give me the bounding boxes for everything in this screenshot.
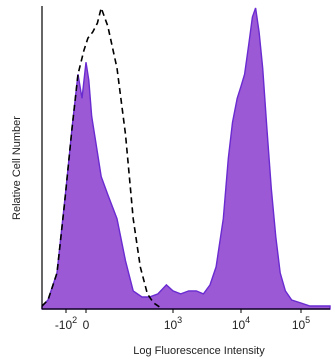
x-axis-title: Log Fluorescence Intensity [133, 345, 265, 357]
x-tick-label: 105 [292, 315, 310, 332]
y-axis-title: Relative Cell Number [11, 116, 23, 220]
histogram-filled [41, 7, 331, 310]
x-tick-label: -102 [55, 315, 77, 332]
x-tick-label: 0 [83, 318, 90, 332]
x-tick-label: 104 [232, 315, 250, 332]
histogram-dashed [41, 5, 163, 310]
x-tick-label: 103 [164, 315, 182, 332]
